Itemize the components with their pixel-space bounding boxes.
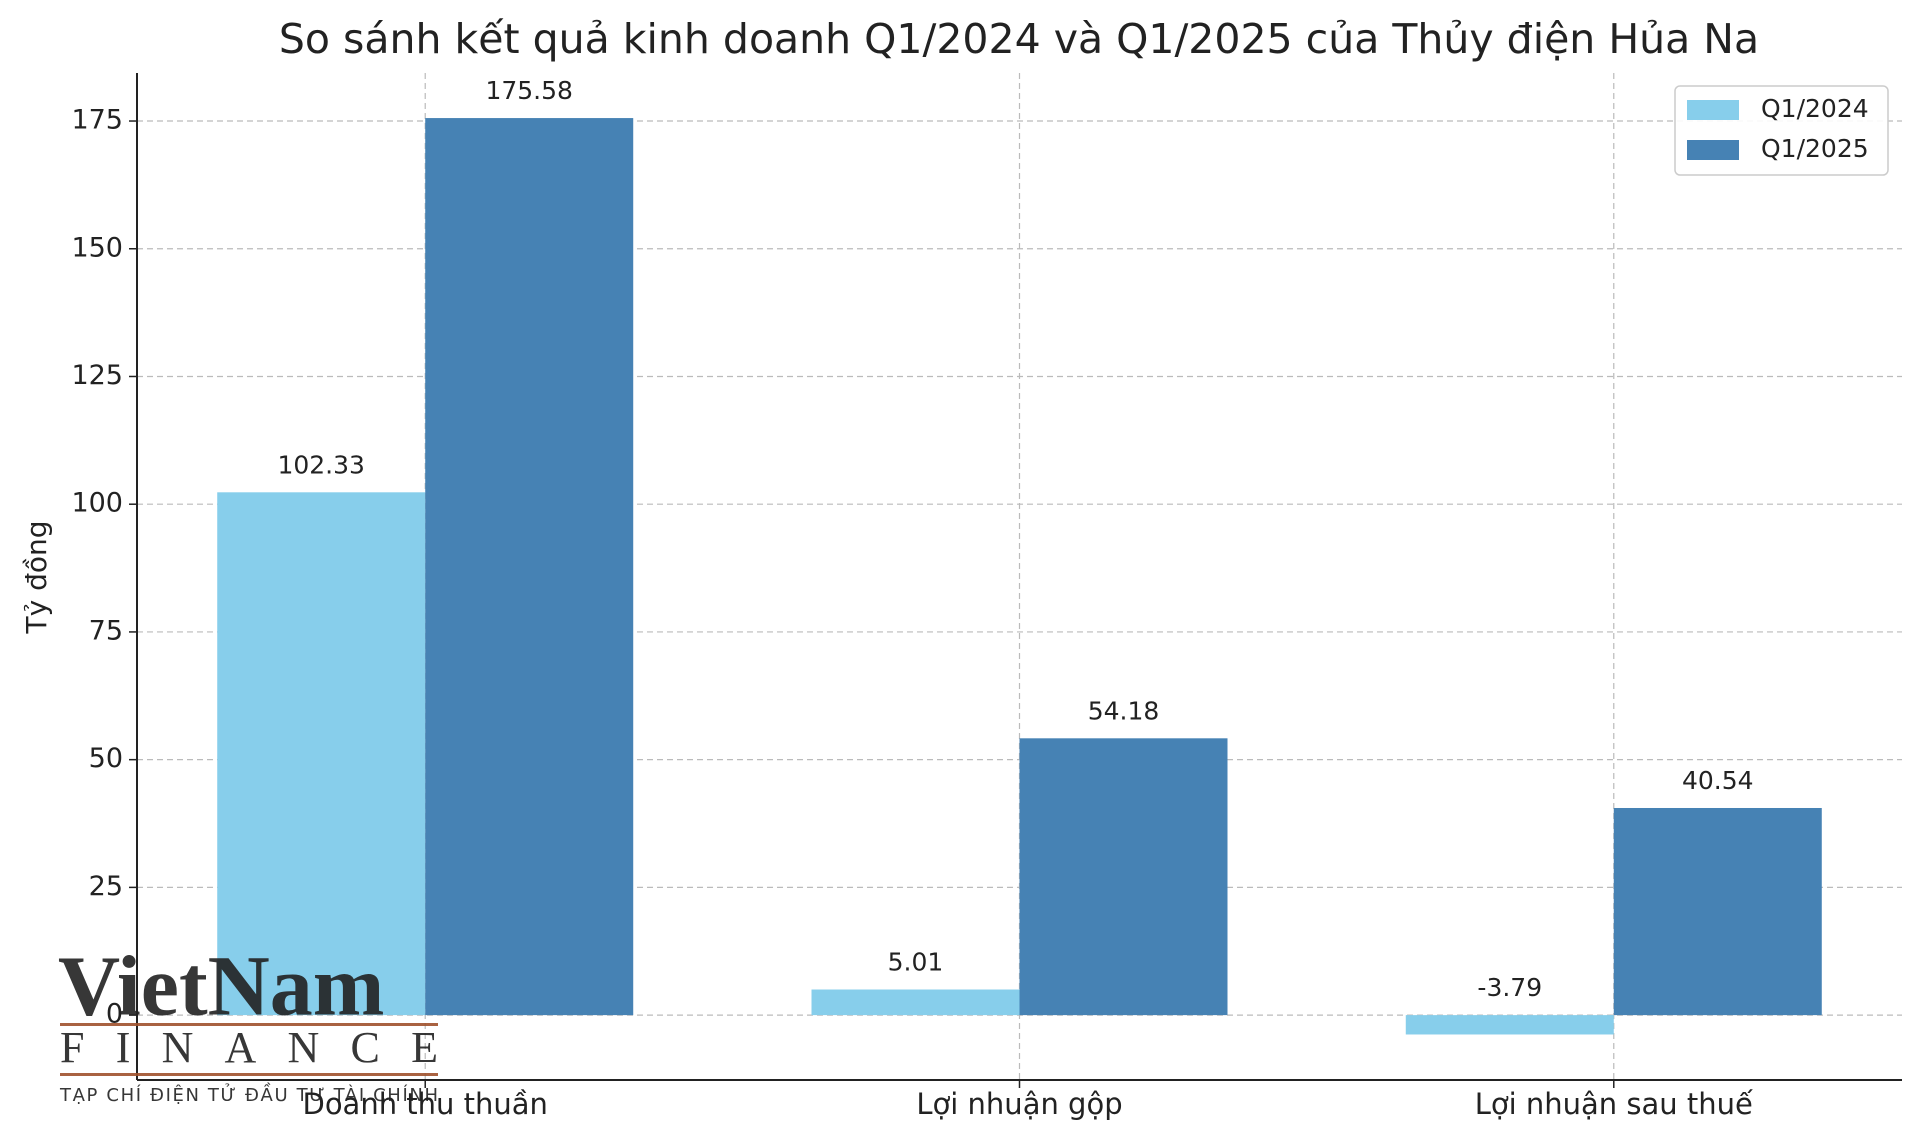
bar [217, 492, 426, 1016]
data-label: 175.58 [485, 76, 572, 105]
watermark: VietNam FINANCE TẠP CHÍ ĐIỆN TỬ ĐẦU TƯ T… [58, 938, 438, 1106]
data-label: 102.33 [277, 450, 364, 479]
watermark-tagline: TẠP CHÍ ĐIỆN TỬ ĐẦU TƯ TÀI CHÍNH [59, 1082, 438, 1106]
x-tick-label: Doanh thu thuần [302, 1087, 547, 1121]
y-tick-label: 0 [106, 999, 123, 1030]
x-tick-label: Lợi nhuận sau thuế [1475, 1087, 1753, 1121]
y-tick-label: 125 [71, 360, 123, 391]
legend-label: Q1/2025 [1761, 134, 1869, 163]
data-label: 5.01 [888, 948, 944, 977]
bar [1613, 807, 1822, 1016]
watermark-rule [60, 1023, 438, 1026]
y-tick-label: 75 [89, 615, 123, 646]
watermark-subtitle: FINANCE [60, 1023, 438, 1072]
y-tick-label: 150 [71, 232, 123, 263]
y-tick-label: 175 [71, 105, 123, 136]
y-tick-label: 50 [89, 743, 123, 774]
legend-swatch [1687, 140, 1739, 160]
legend-swatch [1687, 100, 1739, 120]
chart-title: So sánh kết quả kinh doanh Q1/2024 và Q1… [279, 15, 1759, 63]
data-label: 54.18 [1088, 696, 1160, 725]
bar [425, 118, 634, 1016]
data-label: 40.54 [1682, 766, 1754, 795]
bar [1019, 738, 1228, 1016]
data-label: -3.79 [1477, 973, 1542, 1002]
x-tick-label: Lợi nhuận gộp [916, 1087, 1122, 1121]
bar [811, 989, 1020, 1016]
watermark-brand: VietNam [58, 938, 384, 1034]
y-tick-label: 100 [71, 488, 123, 519]
watermark-rule [60, 1073, 438, 1076]
legend-label: Q1/2024 [1761, 94, 1869, 123]
y-axis-label: Tỷ đồng [20, 521, 53, 635]
y-tick-label: 25 [89, 871, 123, 902]
bar [1405, 1015, 1614, 1035]
